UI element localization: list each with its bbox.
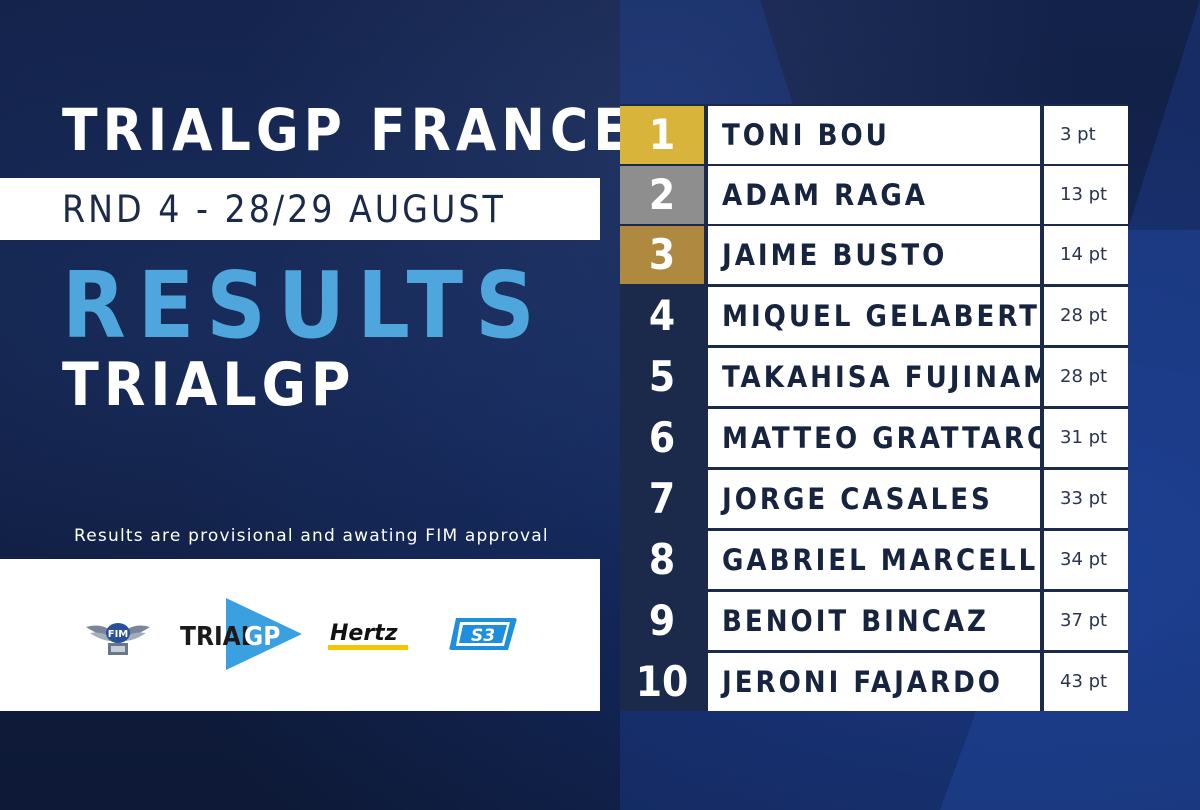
result-row: 2 ADAM RAGA 13 pt: [620, 166, 1128, 224]
rider-name: GABRIEL MARCELLI: [708, 531, 1040, 589]
rider-points: 28 pt: [1044, 348, 1128, 406]
position-cell: 6: [648, 413, 676, 462]
rider-points: 37 pt: [1044, 592, 1128, 650]
result-row: 6 MATTEO GRATTAROLA 31 pt: [620, 409, 1128, 467]
result-row: 8 GABRIEL MARCELLI 34 pt: [620, 531, 1128, 589]
result-row: 1 TONI BOU 3 pt: [620, 106, 1128, 164]
position-cell: 1: [620, 106, 704, 164]
result-row: 5 TAKAHISA FUJINAMI 28 pt: [620, 348, 1128, 406]
rider-points: 14 pt: [1044, 226, 1128, 284]
rider-name: MATTEO GRATTAROLA: [708, 409, 1040, 467]
class-title: TRIALGP: [62, 350, 356, 420]
date-banner: [0, 178, 600, 240]
trialgp-logo-text-a: TRIAL: [180, 622, 256, 652]
rider-name: TAKAHISA FUJINAMI: [708, 348, 1040, 406]
position-cell: 10: [635, 657, 689, 706]
hertz-logo: Hertz: [328, 621, 408, 650]
rider-name: ADAM RAGA: [708, 166, 1040, 224]
results-table: 1 TONI BOU 3 pt 2 ADAM RAGA 13 pt 3 JAIM…: [620, 104, 1128, 711]
s3-logo: S3: [449, 618, 517, 650]
rider-name: TONI BOU: [708, 106, 1040, 164]
position-cell: 2: [620, 166, 704, 224]
rider-points: 31 pt: [1044, 409, 1128, 467]
rider-points: 43 pt: [1044, 653, 1128, 711]
position-cell: 9: [648, 596, 676, 645]
position-cell: 8: [648, 535, 676, 584]
result-row: 4 MIQUEL GELABERT 28 pt: [620, 287, 1128, 345]
rider-name: JORGE CASALES: [708, 470, 1040, 528]
provisional-note: Results are provisional and awating FIM …: [74, 526, 549, 546]
results-heading: RESULTS: [62, 252, 547, 359]
fim-logo-text: FIM: [108, 629, 129, 640]
fim-logo: FIM: [86, 623, 150, 655]
rider-name: JERONI FAJARDO: [708, 653, 1040, 711]
position-cell: 5: [648, 352, 676, 401]
s3-logo-text: S3: [471, 626, 495, 646]
result-row: 3 JAIME BUSTO 14 pt: [620, 226, 1128, 284]
rider-name: JAIME BUSTO: [708, 226, 1040, 284]
rider-points: 13 pt: [1044, 166, 1128, 224]
result-row: 9 BENOIT BINCAZ 37 pt: [620, 592, 1128, 650]
result-row: 10 JERONI FAJARDO 43 pt: [620, 653, 1128, 711]
result-row: 7 JORGE CASALES 33 pt: [620, 470, 1128, 528]
event-title: TRIALGP FRANCE: [62, 96, 634, 164]
trialgp-logo-text-b: GP: [244, 622, 280, 652]
rider-points: 34 pt: [1044, 531, 1128, 589]
hertz-logo-text: Hertz: [330, 621, 398, 646]
rider-points: 3 pt: [1044, 106, 1128, 164]
event-date: RND 4 - 28/29 AUGUST: [62, 188, 506, 231]
rider-name: MIQUEL GELABERT: [708, 287, 1040, 345]
trialgp-logo: TRIAL GP: [180, 598, 302, 670]
position-cell: 3: [620, 226, 704, 284]
position-cell: 7: [648, 474, 676, 523]
position-cell: 4: [648, 291, 676, 340]
rider-points: 28 pt: [1044, 287, 1128, 345]
rider-points: 33 pt: [1044, 470, 1128, 528]
rider-name: BENOIT BINCAZ: [708, 592, 1040, 650]
